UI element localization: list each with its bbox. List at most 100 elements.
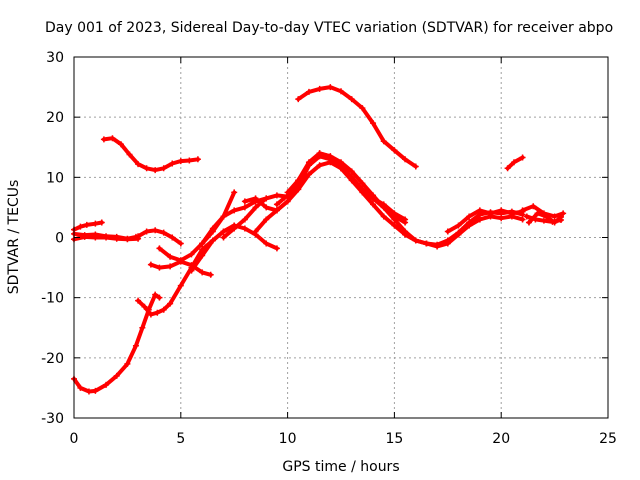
data-point: [167, 300, 174, 307]
data-point: [338, 88, 344, 95]
data-point: [109, 135, 116, 142]
data-point: [186, 157, 193, 164]
data-point: [412, 163, 419, 170]
data-point: [135, 233, 142, 240]
data-point: [241, 216, 248, 223]
data-point: [273, 201, 280, 208]
data-point: [81, 233, 88, 240]
data-point: [391, 210, 398, 217]
data-point: [209, 237, 216, 244]
data-point: [455, 229, 462, 236]
data-point: [498, 207, 505, 214]
data-point: [391, 216, 398, 223]
data-point: [194, 156, 201, 163]
data-point: [132, 342, 139, 349]
data-point: [241, 225, 248, 232]
data-point: [305, 88, 312, 95]
data-point: [135, 161, 142, 168]
data-point: [77, 223, 84, 230]
data-point: [391, 222, 398, 229]
data-point: [519, 216, 526, 223]
data-point: [147, 261, 154, 268]
data-point: [348, 168, 355, 175]
y-tick-label: -20: [41, 351, 64, 367]
grid-lines: [74, 57, 608, 418]
data-point: [508, 213, 515, 220]
data-point: [252, 228, 259, 235]
data-point: [169, 234, 176, 241]
data-point: [504, 165, 511, 172]
data-point: [305, 171, 312, 178]
data-point: [252, 204, 259, 211]
data-point: [391, 147, 398, 154]
data-point: [241, 198, 248, 205]
data-point: [199, 269, 206, 276]
y-tick-labels: -30 -20 -10 0 10 20 30: [41, 50, 64, 427]
x-tick-label: 20: [492, 431, 510, 447]
y-tick-label: 20: [46, 110, 64, 126]
data-point: [284, 198, 291, 205]
data-point: [231, 189, 238, 196]
data-point: [231, 225, 238, 232]
data-point: [434, 241, 441, 248]
data-point: [252, 195, 259, 202]
data-point: [167, 263, 174, 270]
data-point: [519, 207, 526, 214]
data-point: [220, 213, 227, 220]
data-point: [152, 291, 159, 298]
y-tick-label: 0: [55, 231, 64, 247]
data-point: [156, 245, 163, 252]
data-point: [103, 381, 110, 388]
data-point: [135, 297, 142, 304]
data-point: [124, 360, 131, 367]
data-point: [143, 228, 150, 235]
data-point: [295, 96, 302, 103]
data-point: [551, 213, 558, 220]
data-point: [152, 227, 159, 234]
data-point: [543, 213, 550, 220]
data-point: [263, 195, 270, 202]
data-point: [126, 151, 133, 158]
data-point: [466, 213, 473, 220]
data-point: [284, 189, 291, 196]
axis-ticks: [73, 56, 609, 419]
x-tick-label: 25: [599, 431, 617, 447]
data-point: [100, 136, 107, 143]
y-tick-label: -10: [41, 291, 64, 307]
data-point: [263, 240, 270, 247]
data-point: [139, 324, 146, 331]
data-point: [560, 210, 567, 217]
data-point: [156, 264, 163, 271]
data-point: [103, 234, 110, 241]
data-point: [498, 215, 505, 222]
data-point: [273, 245, 280, 252]
data-point: [316, 85, 323, 92]
data-point: [370, 120, 377, 127]
data-point: [476, 216, 483, 223]
data-point: [466, 222, 473, 229]
data-point: [263, 204, 270, 211]
data-point: [444, 237, 451, 244]
y-tick-label: 30: [46, 50, 64, 66]
data-point: [167, 253, 174, 260]
series-line-s6: [101, 136, 200, 173]
data-point: [295, 177, 302, 184]
x-tick-label: 5: [176, 431, 185, 447]
x-tick-labels: 0 5 10 15 20 25: [70, 431, 617, 447]
data-point: [402, 156, 409, 163]
data-point: [209, 225, 216, 232]
data-point: [380, 204, 387, 211]
data-point: [143, 165, 150, 172]
data-point: [348, 177, 355, 184]
data-point: [370, 192, 377, 199]
data-point: [220, 228, 227, 235]
data-point: [160, 229, 167, 236]
data-point: [525, 219, 532, 226]
data-point: [188, 251, 195, 258]
series-line-s7: [136, 228, 183, 246]
data-point: [241, 204, 248, 211]
y-tick-label: -30: [41, 411, 64, 427]
data-point: [402, 231, 409, 238]
x-tick-label: 0: [70, 431, 79, 447]
